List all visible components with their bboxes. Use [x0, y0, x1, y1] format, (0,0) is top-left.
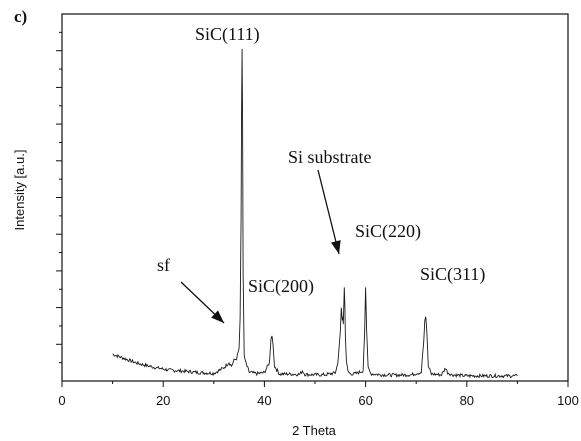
x-tick-label: 80: [460, 393, 474, 408]
sf-arrow-head: [211, 310, 224, 323]
plot-frame: [61, 13, 569, 382]
si-substrate-arrow-shaft: [317, 169, 340, 255]
x-tick-label: 40: [257, 393, 271, 408]
x-tick-label: 20: [156, 393, 170, 408]
x-tick-label: 60: [358, 393, 372, 408]
x-tick-label: 0: [58, 393, 65, 408]
y-axis-label: Intensity [a.u.]: [12, 150, 27, 231]
label-sic-220: SiC(220): [355, 221, 421, 242]
panel-label: c): [14, 7, 27, 26]
x-tick-label: 100: [557, 393, 579, 408]
x-axis-label: 2 Theta: [292, 423, 337, 438]
label-sf: sf: [157, 255, 170, 275]
label-si-substrate: Si substrate: [288, 147, 372, 167]
label-sic-200: SiC(200): [248, 276, 314, 297]
si-substrate-arrow-head: [330, 240, 341, 254]
label-sic-111: SiC(111): [195, 24, 260, 45]
plot-area: 0 20 40 60 80 100: [56, 13, 579, 408]
diffraction-trace: [112, 48, 518, 379]
annotation-arrows: [180, 169, 341, 324]
label-sic-311: SiC(311): [420, 264, 485, 285]
axis-ticks: 0 20 40 60 80 100: [56, 31, 579, 408]
